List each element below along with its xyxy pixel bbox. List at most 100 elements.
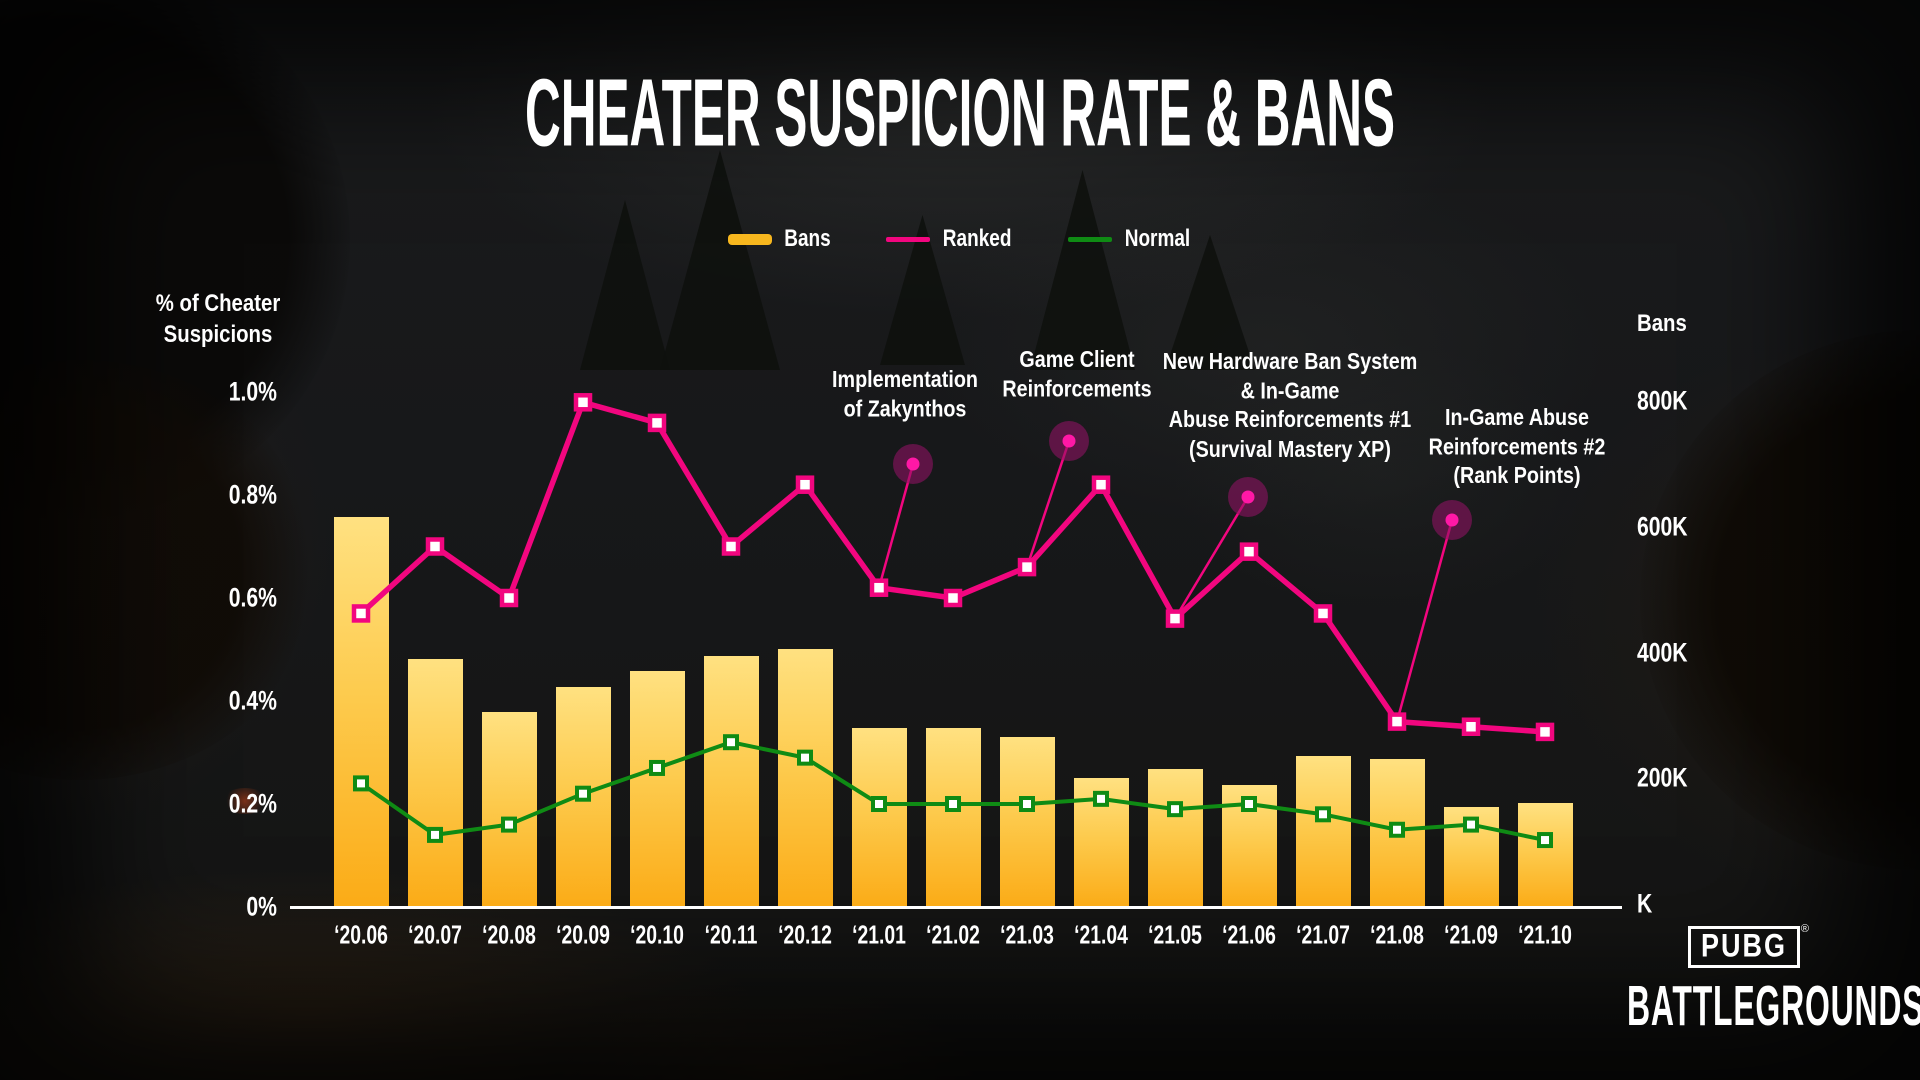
bans-bar-‘20.08 [481,712,537,908]
legend-label: Ranked [943,225,1012,252]
normal-point-‘21.03 [1019,796,1035,812]
bans-bar-‘21.02 [925,727,981,908]
normal-point-‘21.08 [1389,821,1405,838]
registered-mark: ® [1800,923,1809,935]
month-label-‘21.05: ‘21.05 [1148,919,1202,950]
right-tick-600K: 600K [1637,510,1688,541]
bans-bar-‘21.01 [851,727,907,908]
ranked-point-‘21.06 [1239,542,1259,561]
bans-bar-‘20.10 [629,671,685,908]
ranked-point-‘20.10 [647,413,667,433]
ranked-point-‘21.05 [1165,609,1185,628]
month-label-‘20.09: ‘20.09 [556,919,610,950]
ranked-point-‘20.11 [721,537,741,556]
annotation-line: In-Game Abuse [1444,405,1590,431]
ranked-point-‘20.07 [425,537,445,556]
left-axis-title-line2: Suspicions [163,321,273,348]
callout-connector [1395,519,1454,722]
ranked-point-‘21.03 [1017,557,1037,577]
normal-point-‘20.08 [501,816,517,833]
normal-point-‘21.09 [1463,816,1479,833]
right-tick-800K: 800K [1637,384,1688,416]
bans-bar-‘21.07 [1295,756,1351,908]
left-tick-0.4%: 0.4% [228,684,277,716]
ranked-point-‘21.02 [943,588,963,608]
annotation-line: Reinforcements #2 [1428,434,1606,460]
left-axis-title: % of Cheater Suspicions [131,288,306,350]
callout-dot [906,457,920,471]
bans-swatch [728,234,773,245]
legend-item-bans: Bans [728,225,832,252]
annotation-line: & In-Game [1240,378,1340,404]
ranked-point-‘20.12 [795,475,815,494]
month-label-‘21.09: ‘21.09 [1444,919,1498,950]
month-label-‘21.04: ‘21.04 [1074,919,1128,950]
normal-point-‘21.05 [1167,801,1183,818]
battlegrounds-wordmark: BATTLEGROUNDS [1627,974,1920,1038]
month-label-‘20.11: ‘20.11 [704,919,758,950]
normal-point-‘21.01 [871,796,887,812]
annotation-line: Abuse Reinforcements #1 [1168,407,1412,433]
normal-swatch [1067,237,1112,242]
annotation-line: New Hardware Ban System [1162,349,1418,375]
right-tick-200K: 200K [1637,761,1688,793]
annotation-line: Implementation [832,367,978,393]
bans-bar-‘20.12 [777,649,833,908]
bans-bar-‘20.11 [703,655,759,908]
callout-dot [1445,513,1459,527]
callout-connector [877,463,915,589]
left-tick-0.2%: 0.2% [228,787,277,819]
left-tick-0%: 0% [246,890,277,922]
annotation-text-3: New Hardware Ban System & In-Game Abuse Re… [1008,348,1572,465]
ranked-point-‘21.10 [1535,722,1555,742]
month-label-‘20.07: ‘20.07 [408,919,462,950]
legend: Bans Ranked Normal [0,225,1920,252]
normal-point-‘20.10 [649,759,665,776]
ember-glow [222,788,268,814]
ranked-point-‘21.04 [1091,475,1111,494]
right-tick-K: K [1637,887,1653,919]
normal-point-‘20.07 [427,826,443,843]
left-axis-title-line1: % of Cheater [155,290,281,317]
callout-connector [1173,496,1250,620]
ranked-point-‘21.01 [869,578,889,597]
normal-line [359,740,1546,843]
ranked-point-‘21.09 [1461,717,1481,736]
normal-point-‘21.10 [1537,832,1553,849]
ranked-swatch [886,237,931,242]
left-tick-0.8%: 0.8% [228,478,277,510]
x-axis-line [290,906,1622,909]
callout-dot [1241,490,1255,504]
callout-connector [1025,440,1071,568]
ranked-point-‘21.07 [1313,604,1333,623]
bans-bar-‘20.06 [333,517,389,908]
normal-point-‘21.04 [1093,790,1109,807]
ranked-point-‘20.09 [573,393,593,412]
normal-point-‘20.11 [723,734,739,751]
annotation-line: of Zakynthos [843,396,967,422]
bans-bar-‘21.10 [1517,803,1573,908]
month-label-‘21.06: ‘21.06 [1222,919,1276,950]
month-label-‘21.07: ‘21.07 [1296,919,1350,950]
annotation-line: (Survival Mastery XP) [1189,436,1391,462]
right-axis-title: Bans [1637,310,1687,337]
pubg-logo-text: PUBG [1700,927,1787,964]
normal-point-‘20.12 [797,749,813,766]
month-label-‘21.08: ‘21.08 [1370,919,1424,950]
month-label-‘20.10: ‘20.10 [630,919,684,950]
month-label-‘21.01: ‘21.01 [852,919,906,950]
normal-point-‘21.06 [1241,796,1257,812]
left-tick-0.6%: 0.6% [228,581,277,613]
bans-bar-‘21.03 [999,737,1055,908]
annotation-text-4: In-Game Abuse Reinforcements #2 (Rank Poin… [1235,404,1799,491]
normal-point-‘20.09 [575,785,591,802]
annotation-line: Game Client [1019,347,1135,373]
legend-item-normal: Normal [1067,226,1192,252]
month-label-‘20.12: ‘20.12 [778,919,832,950]
legend-label: Bans [784,225,832,252]
month-label-‘20.06: ‘20.06 [334,919,388,950]
normal-point-‘20.06 [353,775,369,792]
bans-bar-‘21.05 [1147,768,1203,908]
left-tick-1.0%: 1.0% [228,375,277,407]
